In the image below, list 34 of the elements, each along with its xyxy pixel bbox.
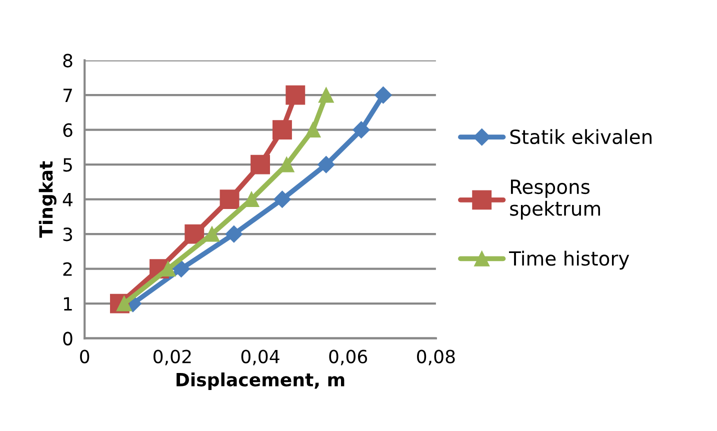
y-tick-label: 7 <box>63 88 72 102</box>
point <box>220 190 240 210</box>
point <box>250 154 270 174</box>
x-tick-label: 0 <box>80 350 90 364</box>
point <box>318 87 334 103</box>
point <box>274 190 291 208</box>
point <box>318 156 335 174</box>
x-tick-label: 0,04 <box>241 350 280 366</box>
y-tick-label: 3 <box>63 228 72 242</box>
y-tick-label: 4 <box>62 193 72 206</box>
y-axis-title: Tingkat <box>38 161 56 238</box>
point <box>204 226 220 242</box>
legend-label: Respons spektrum <box>510 180 600 220</box>
x-tick-label: 0,02 <box>154 350 191 366</box>
point <box>305 122 321 138</box>
y-tick-label: 1 <box>64 297 72 310</box>
y-tick-label: 8 <box>63 54 72 68</box>
point <box>286 85 306 105</box>
x-tick-label: 0,06 <box>329 350 368 366</box>
x-axis-title: Displacement, m <box>176 372 344 390</box>
y-tick-label: 0 <box>63 332 72 346</box>
point <box>272 120 292 140</box>
x-tick-label: 0,08 <box>417 350 455 366</box>
point <box>184 224 204 244</box>
point <box>352 121 370 138</box>
point <box>172 260 190 278</box>
point <box>160 261 176 276</box>
legend-label: Statik ekivalen <box>510 129 652 144</box>
y-tick-label: 5 <box>63 158 72 172</box>
y-tick-label: 6 <box>63 123 72 137</box>
y-tick-label: 2 <box>63 262 72 276</box>
legend-label: Time history <box>509 250 630 270</box>
point <box>225 226 242 243</box>
point <box>374 86 392 104</box>
